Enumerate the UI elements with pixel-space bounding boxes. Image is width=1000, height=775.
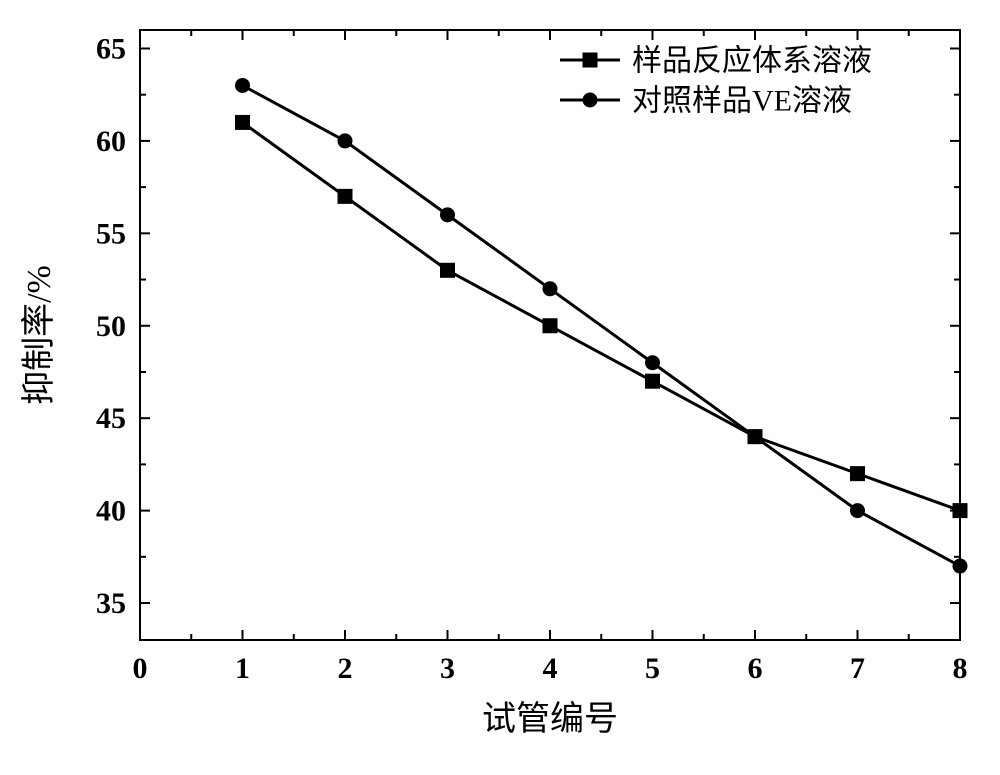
- legend-label-sample-reaction: 样品反应体系溶液: [632, 45, 872, 78]
- x-tick-label: 0: [133, 652, 148, 685]
- x-tick-label: 1: [235, 652, 250, 685]
- y-tick-label: 50: [96, 310, 126, 343]
- y-tick-label: 45: [96, 402, 126, 435]
- series-marker-control-ve: [338, 134, 352, 148]
- y-tick-label: 65: [96, 32, 126, 65]
- x-axis-title: 试管编号: [482, 700, 618, 738]
- x-tick-label: 2: [338, 652, 353, 685]
- chart-container: 01234567835404550556065试管编号抑制率/%样品反应体系溶液…: [0, 0, 1000, 775]
- x-tick-label: 7: [850, 652, 865, 685]
- series-marker-sample-reaction: [953, 504, 967, 518]
- series-marker-control-ve: [543, 282, 557, 296]
- series-marker-sample-reaction: [851, 467, 865, 481]
- x-tick-label: 3: [440, 652, 455, 685]
- series-marker-sample-reaction: [338, 189, 352, 203]
- legend-marker-control-ve: [583, 93, 597, 107]
- series-marker-sample-reaction: [441, 263, 455, 277]
- x-tick-label: 6: [748, 652, 763, 685]
- series-marker-control-ve: [441, 208, 455, 222]
- series-marker-control-ve: [748, 430, 762, 444]
- series-marker-control-ve: [851, 504, 865, 518]
- series-marker-control-ve: [953, 559, 967, 573]
- series-marker-sample-reaction: [543, 319, 557, 333]
- series-marker-sample-reaction: [646, 374, 660, 388]
- y-tick-label: 60: [96, 125, 126, 158]
- series-marker-control-ve: [236, 78, 250, 92]
- x-tick-label: 8: [953, 652, 968, 685]
- y-axis-title: 抑制率/%: [20, 265, 58, 405]
- legend-label-control-ve: 对照样品VE溶液: [632, 85, 852, 118]
- y-tick-label: 55: [96, 217, 126, 250]
- series-marker-control-ve: [646, 356, 660, 370]
- y-tick-label: 40: [96, 495, 126, 528]
- series-marker-sample-reaction: [236, 115, 250, 129]
- legend-marker-sample-reaction: [583, 53, 597, 67]
- x-tick-label: 4: [543, 652, 558, 685]
- line-chart: 01234567835404550556065试管编号抑制率/%样品反应体系溶液…: [0, 0, 1000, 775]
- x-tick-label: 5: [645, 652, 660, 685]
- y-tick-label: 35: [96, 587, 126, 620]
